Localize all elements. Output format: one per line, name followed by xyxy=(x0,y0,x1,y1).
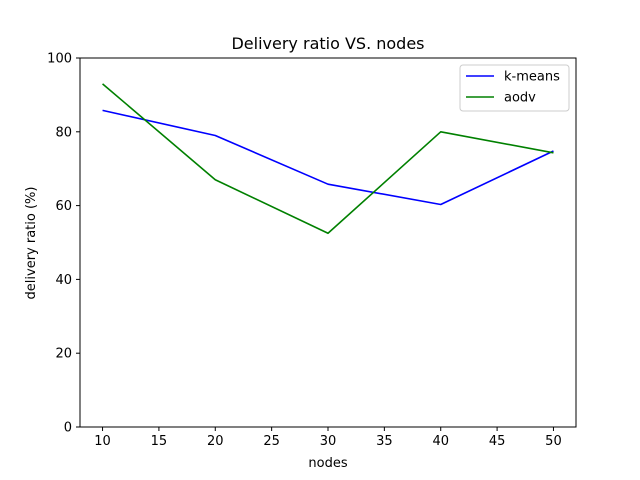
x-tick-label: 15 xyxy=(151,434,168,449)
plot-frame xyxy=(79,57,577,428)
y-tick-label: 20 xyxy=(55,347,72,362)
x-tick-label: 35 xyxy=(376,434,393,449)
x-axis-label: nodes xyxy=(308,456,347,471)
x-tick-label: 45 xyxy=(489,434,506,449)
series-line-k-means xyxy=(102,109,554,206)
x-tick-label: 10 xyxy=(94,434,111,449)
series-line-aodv xyxy=(102,83,554,235)
legend: k-means aodv xyxy=(459,64,570,112)
x-tick-label: 20 xyxy=(207,434,224,449)
y-axis-label: delivery ratio (%) xyxy=(24,187,39,300)
y-tick-label: 100 xyxy=(47,52,72,67)
y-tick-label: 60 xyxy=(55,199,72,214)
y-tick-label: 40 xyxy=(55,273,72,288)
legend-label-aodv: aodv xyxy=(504,91,536,106)
chart-title: Delivery ratio VS. nodes xyxy=(231,34,424,53)
x-tick-label: 40 xyxy=(432,434,449,449)
x-tick-label: 50 xyxy=(545,434,562,449)
x-tick-label: 25 xyxy=(263,434,280,449)
legend-label-k-means: k-means xyxy=(504,70,560,85)
x-tick-label: 30 xyxy=(320,434,337,449)
y-tick-label: 80 xyxy=(55,125,72,140)
y-tick-label: 0 xyxy=(64,421,72,436)
plot-area: 10 15 20 25 30 35 40 45 50 0 20 40 60 80 100 xyxy=(47,52,562,450)
